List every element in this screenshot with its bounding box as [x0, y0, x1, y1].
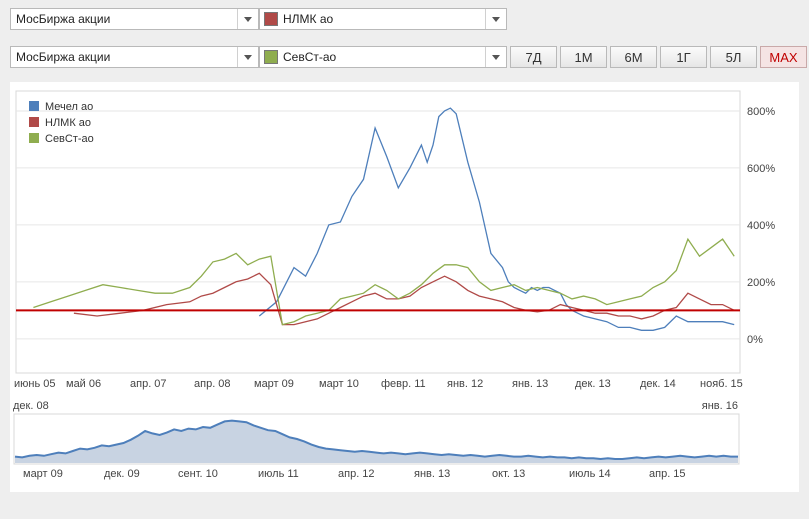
- legend-label-mechel: Мечел ао: [45, 101, 93, 113]
- x-tick-label: март 10: [319, 378, 359, 390]
- legend-swatch-sevst: [29, 133, 39, 143]
- navigator-tick-label: янв. 13: [414, 468, 450, 480]
- x-tick-label: апр. 08: [194, 378, 231, 390]
- x-tick-label: янв. 12: [447, 378, 483, 390]
- market-select-2[interactable]: МосБиржа акции: [10, 46, 259, 68]
- legend-label-nlmk: НЛМК ао: [45, 117, 91, 129]
- x-tick-label: дек. 13: [575, 378, 611, 390]
- instrument-select-2[interactable]: СевСт-ао: [259, 46, 507, 68]
- navigator-tick-label: июль 14: [569, 468, 611, 480]
- x-tick-label: дек. 14: [640, 378, 676, 390]
- market-select-2-value: МосБиржа акции: [16, 50, 111, 64]
- period-button-5y[interactable]: 5Л: [710, 46, 757, 68]
- period-button-max[interactable]: MAX: [760, 46, 807, 68]
- x-tick-label: янв. 13: [512, 378, 548, 390]
- y-tick-label: 600%: [747, 163, 775, 175]
- navigator-tick-label: дек. 09: [104, 468, 140, 480]
- instrument-select-2-value: СевСт-ао: [283, 50, 337, 64]
- x-tick-label: апр. 07: [130, 378, 167, 390]
- chevron-down-icon[interactable]: [237, 47, 258, 67]
- instrument-select-1-value: НЛМК ао: [283, 12, 334, 26]
- period-button-1y[interactable]: 1Г: [660, 46, 707, 68]
- navigator-tick-label: апр. 15: [649, 468, 686, 480]
- x-tick-label: март 09: [254, 378, 294, 390]
- navigator-area[interactable]: [15, 420, 738, 463]
- x-tick-label: февр. 11: [381, 378, 426, 390]
- x-tick-label: май 06: [66, 378, 101, 390]
- period-button-6m[interactable]: 6М: [610, 46, 657, 68]
- navigator-line: [14, 419, 738, 461]
- chevron-down-icon[interactable]: [237, 9, 258, 29]
- period-button-1m[interactable]: 1М: [560, 46, 607, 68]
- instrument-select-1[interactable]: НЛМК ао: [259, 8, 507, 30]
- series-line-2[interactable]: [33, 237, 735, 326]
- legend-swatch-mechel: [29, 101, 39, 111]
- instrument-2-color-swatch: [264, 50, 278, 64]
- navigator-tick-label: март 09: [23, 468, 63, 480]
- legend-label-sevst: СевСт-ао: [45, 133, 94, 145]
- x-tick-label: июнь 05: [14, 378, 56, 390]
- y-tick-label: 0%: [747, 334, 763, 346]
- market-select-1[interactable]: МосБиржа акции: [10, 8, 259, 30]
- series-line-1[interactable]: [73, 272, 735, 326]
- period-button-7d[interactable]: 7Д: [510, 46, 557, 68]
- y-tick-label: 400%: [747, 220, 775, 232]
- chevron-down-icon[interactable]: [485, 47, 506, 67]
- series-line-0[interactable]: [258, 107, 735, 331]
- navigator-tick-label: апр. 12: [338, 468, 375, 480]
- y-tick-label: 200%: [747, 277, 775, 289]
- x-tick-label: нояб. 15: [700, 378, 743, 390]
- navigator-tick-label: сент. 10: [178, 468, 218, 480]
- navigator-start-label: дек. 08: [13, 400, 49, 412]
- market-select-1-value: МосБиржа акции: [16, 12, 111, 26]
- y-tick-label: 800%: [747, 106, 775, 118]
- navigator-tick-label: окт. 13: [492, 468, 525, 480]
- legend: Мечел ао НЛМК ао СевСт-ао: [29, 101, 94, 145]
- legend-swatch-nlmk: [29, 117, 39, 127]
- main-plot-frame: [15, 90, 741, 374]
- instrument-1-color-swatch: [264, 12, 278, 26]
- navigator-tick-label: июль 11: [258, 468, 299, 480]
- chevron-down-icon[interactable]: [485, 9, 506, 29]
- navigator-end-label: янв. 16: [702, 400, 738, 412]
